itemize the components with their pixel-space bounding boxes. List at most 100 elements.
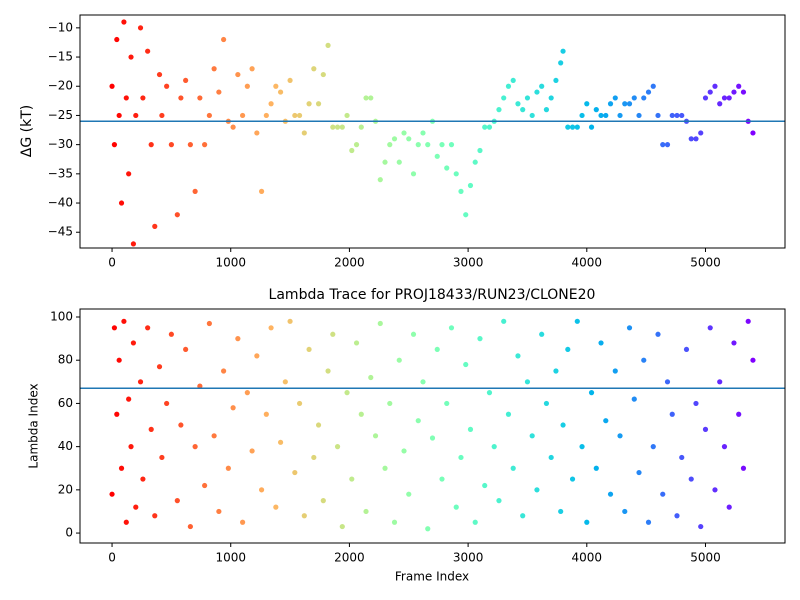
data-point bbox=[598, 340, 604, 346]
data-point bbox=[415, 418, 421, 424]
data-point bbox=[159, 454, 165, 461]
data-point bbox=[192, 444, 198, 450]
data-point bbox=[622, 508, 628, 515]
data-point bbox=[707, 325, 713, 331]
data-point bbox=[543, 400, 550, 407]
data-point bbox=[258, 487, 265, 493]
data-point bbox=[558, 508, 564, 515]
data-point bbox=[693, 136, 699, 142]
data-point bbox=[553, 77, 559, 84]
y-tick-label: 80 bbox=[58, 353, 73, 367]
data-point bbox=[505, 411, 512, 417]
data-point bbox=[353, 340, 360, 346]
data-point bbox=[230, 124, 236, 130]
data-point bbox=[116, 357, 122, 363]
data-point bbox=[164, 83, 170, 89]
data-point bbox=[339, 124, 345, 130]
data-point bbox=[320, 71, 326, 78]
data-point bbox=[114, 36, 120, 43]
data-point bbox=[712, 487, 718, 493]
y-tick-label: −10 bbox=[48, 20, 73, 34]
data-point bbox=[463, 212, 469, 218]
data-point bbox=[410, 171, 417, 177]
data-point bbox=[387, 142, 393, 148]
data-point bbox=[736, 83, 742, 89]
data-point bbox=[258, 188, 265, 194]
data-point bbox=[221, 368, 227, 374]
data-point bbox=[588, 124, 595, 130]
data-point bbox=[137, 379, 144, 385]
data-point bbox=[133, 112, 139, 119]
data-point bbox=[382, 159, 388, 165]
data-point bbox=[674, 513, 680, 519]
data-point bbox=[330, 331, 336, 337]
x-tick-label: 3000 bbox=[453, 551, 484, 565]
x-tick-label: 2000 bbox=[334, 551, 365, 565]
data-point bbox=[669, 411, 675, 417]
data-point bbox=[529, 433, 535, 439]
data-point bbox=[740, 89, 747, 95]
data-point bbox=[263, 112, 269, 119]
data-point bbox=[174, 498, 180, 504]
y-tick-label: −35 bbox=[48, 166, 73, 180]
data-point bbox=[344, 390, 350, 396]
y-tick-label: −25 bbox=[48, 108, 73, 122]
data-point bbox=[130, 340, 137, 346]
data-point bbox=[617, 433, 623, 439]
data-point bbox=[434, 153, 440, 159]
data-point bbox=[130, 241, 137, 247]
data-point bbox=[612, 95, 618, 101]
data-point bbox=[277, 89, 284, 95]
data-point bbox=[712, 83, 718, 89]
data-point bbox=[560, 422, 566, 428]
data-point bbox=[301, 513, 307, 519]
data-point bbox=[174, 212, 180, 218]
data-point bbox=[249, 448, 255, 454]
data-point bbox=[334, 444, 341, 450]
data-point bbox=[650, 83, 656, 89]
data-point bbox=[660, 142, 666, 148]
data-point bbox=[467, 426, 474, 432]
data-point bbox=[548, 454, 554, 461]
data-point bbox=[645, 89, 652, 95]
data-point bbox=[579, 444, 585, 450]
data-point bbox=[477, 147, 483, 154]
data-point bbox=[118, 200, 125, 206]
data-point bbox=[548, 95, 554, 101]
data-point bbox=[282, 379, 288, 385]
data-point bbox=[626, 101, 633, 107]
data-point bbox=[168, 142, 174, 148]
x-axis-label: Frame Index bbox=[395, 570, 469, 584]
data-point bbox=[565, 124, 571, 130]
data-point bbox=[574, 124, 580, 130]
data-point bbox=[123, 519, 129, 525]
data-point bbox=[702, 426, 709, 432]
data-point bbox=[401, 448, 407, 454]
data-point bbox=[363, 95, 369, 101]
data-point bbox=[178, 95, 184, 101]
data-point bbox=[717, 101, 723, 107]
data-point bbox=[325, 368, 331, 374]
data-point bbox=[726, 95, 732, 101]
data-point bbox=[221, 36, 227, 43]
data-point bbox=[607, 101, 614, 107]
data-point bbox=[178, 422, 184, 428]
data-point bbox=[510, 465, 516, 471]
data-point bbox=[683, 346, 690, 353]
data-point bbox=[439, 142, 445, 148]
data-point bbox=[750, 130, 756, 136]
data-point bbox=[292, 469, 298, 476]
data-point bbox=[584, 101, 590, 107]
data-point bbox=[534, 89, 540, 95]
data-point bbox=[584, 519, 590, 525]
data-point bbox=[268, 101, 274, 107]
data-point bbox=[148, 426, 154, 432]
data-point bbox=[353, 142, 360, 148]
data-point bbox=[543, 107, 550, 113]
data-point bbox=[560, 48, 566, 54]
data-point bbox=[641, 357, 647, 363]
data-point bbox=[192, 188, 198, 194]
data-point bbox=[569, 124, 576, 130]
